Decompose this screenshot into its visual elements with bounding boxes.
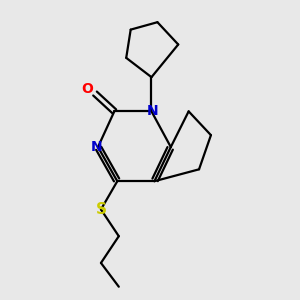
Text: N: N	[91, 140, 102, 154]
Text: O: O	[82, 82, 94, 96]
Text: S: S	[95, 202, 106, 217]
Text: N: N	[147, 104, 158, 118]
